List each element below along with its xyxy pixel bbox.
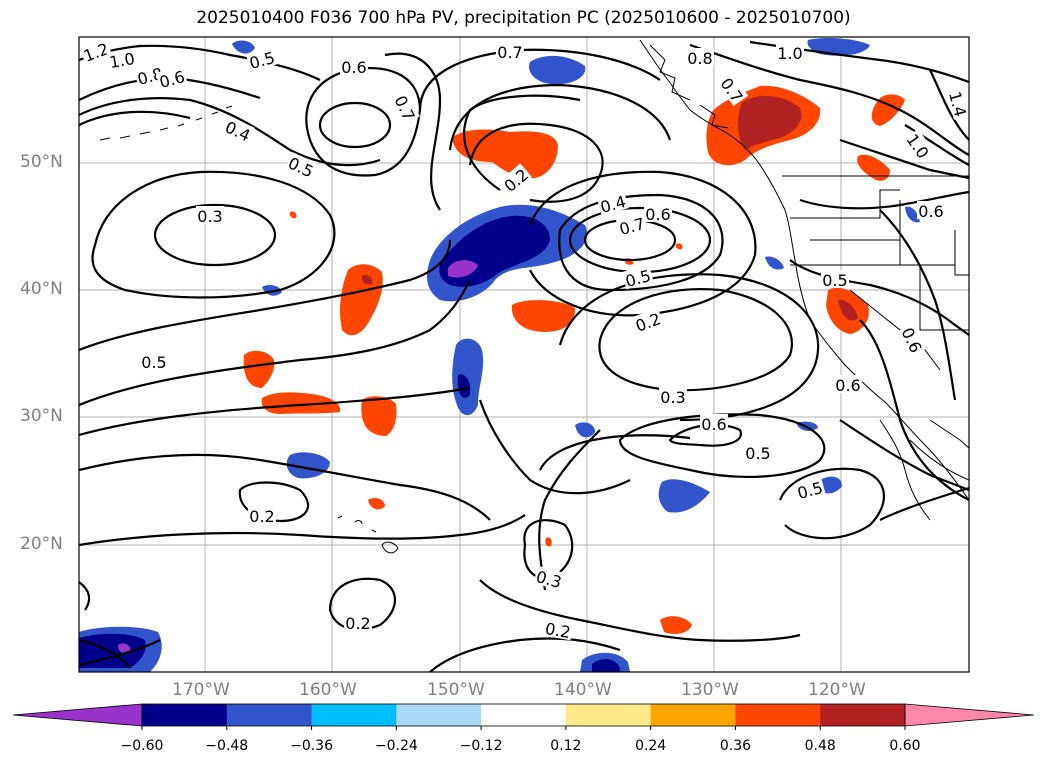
contour-label-bg [196, 206, 224, 224]
contour-label: 0.5 [822, 271, 847, 290]
colorbar-tick-label: 0.36 [719, 738, 752, 754]
lon-label: 170°W [172, 680, 230, 700]
contour-label-bg [106, 47, 138, 71]
coastlines [99, 39, 969, 554]
colorbar-frame [141, 703, 906, 727]
contour-label: 0.2 [249, 507, 274, 526]
map-frame [78, 36, 970, 673]
lon-label: 130°W [681, 680, 739, 700]
contour-label-bg [821, 270, 849, 288]
colorbar-tick-label: −0.48 [205, 738, 249, 754]
contour-label-bg [621, 264, 654, 290]
colorbar-tick-label: 0.12 [550, 738, 582, 754]
colorbar-extend-low [12, 703, 143, 727]
colorbar-segment [311, 704, 397, 726]
colorbar-tick-label: −0.12 [459, 738, 503, 754]
contour-label-bg [155, 65, 188, 91]
contour-label-bg [133, 62, 166, 88]
map-plot-area: 1.21.00.80.60.5 0.60.7 0.8 1.00.40.50.30.70… [79, 37, 970, 672]
contour-label: 0.6 [835, 376, 860, 395]
contour-label-bg [644, 204, 672, 222]
contour-label: 0.2 [345, 614, 370, 633]
contour-label-bg [248, 506, 276, 524]
colorbar-segment [650, 704, 736, 726]
colorbar-segment [142, 704, 228, 726]
state-borders [782, 175, 969, 371]
contour-label-bg [793, 476, 826, 502]
contour-label-bg [533, 565, 566, 591]
contour-label-bg [79, 37, 112, 65]
contour-label-bg [659, 387, 687, 405]
colorbar-tick-label: −0.60 [120, 738, 164, 754]
contour-label-bg [898, 323, 927, 357]
contour-label-bg [615, 212, 648, 238]
contour-label: 0.3 [660, 388, 685, 407]
contour-label-bg [744, 443, 772, 461]
contour-label-bg [542, 617, 574, 641]
contour-label: 1.0 [777, 44, 802, 63]
contour-label-bg [496, 42, 524, 60]
contour-label: 1.0 [108, 49, 136, 72]
colorbar-tick-label: −0.24 [374, 738, 418, 754]
pv-contours [79, 40, 969, 672]
lat-label: 20°N [20, 534, 63, 554]
lon-label: 140°W [554, 680, 612, 700]
contour-label: 0.7 [497, 43, 522, 62]
contour-label-bg [631, 307, 664, 335]
contour-label: 0.6 [918, 202, 943, 221]
contour-label: 0.6 [645, 205, 670, 224]
colorbar-tick-label: 0.60 [889, 738, 921, 754]
colorbar-tick-label: −0.36 [290, 738, 333, 754]
colorbar-segment [735, 704, 821, 726]
colorbar-tick-label: 0.48 [804, 738, 836, 754]
contour-label-bg [344, 613, 372, 631]
colorbar-tick-label: 0.24 [635, 738, 667, 754]
contour-label: 0.3 [197, 207, 222, 226]
contour-label: 0.8 [687, 49, 712, 68]
colorbar-segment [396, 704, 482, 726]
colorbar [12, 703, 1035, 730]
contour-label-bg [340, 57, 368, 75]
colorbar-segment [820, 704, 906, 726]
colorbar-extend-high [904, 703, 1035, 727]
contour-label: 0.6 [341, 58, 366, 77]
contour-label-bg [946, 87, 969, 120]
contour-label-bg [717, 72, 749, 107]
contour-label-bg [917, 201, 945, 219]
lon-label: 120°W [808, 680, 866, 700]
lon-label: 150°W [427, 680, 485, 700]
contour-label-bg [284, 152, 318, 181]
contour-label-bg [498, 163, 532, 196]
contour-label: 1.4 [945, 89, 970, 119]
contour-label-bg [700, 414, 728, 432]
contour-label-bg [391, 91, 420, 125]
contour-label-bg [140, 352, 168, 370]
contour-label-bg [903, 128, 935, 163]
contour-label-bg [221, 116, 255, 145]
colorbar-segment [226, 704, 313, 726]
contour-labels: 1.21.00.80.60.5 0.60.7 0.8 1.00.40.50.30.70… [79, 37, 970, 642]
lat-label: 40°N [20, 279, 63, 299]
contour-label: 0.2 [544, 619, 572, 642]
colorbar-segment [565, 704, 652, 726]
contour-label-bg [245, 46, 278, 72]
contour-label: 0.5 [745, 444, 770, 463]
lat-label: 30°N [20, 406, 63, 426]
contour-label: 0.6 [701, 415, 726, 434]
contour-label-bg [596, 190, 629, 216]
contour-label-bg [776, 43, 804, 61]
lon-label: 160°W [299, 680, 357, 700]
colorbar-segment [481, 704, 567, 726]
lat-label: 50°N [20, 152, 63, 172]
precip-positive-blobs [243, 85, 905, 634]
contour-label: 0.5 [141, 353, 166, 372]
precip-negative-blobs [79, 37, 920, 672]
contour-label-bg [834, 375, 862, 393]
contour-label-bg [686, 48, 714, 66]
map-title: 2025010400 F036 700 hPa PV, precipitatio… [196, 8, 851, 28]
